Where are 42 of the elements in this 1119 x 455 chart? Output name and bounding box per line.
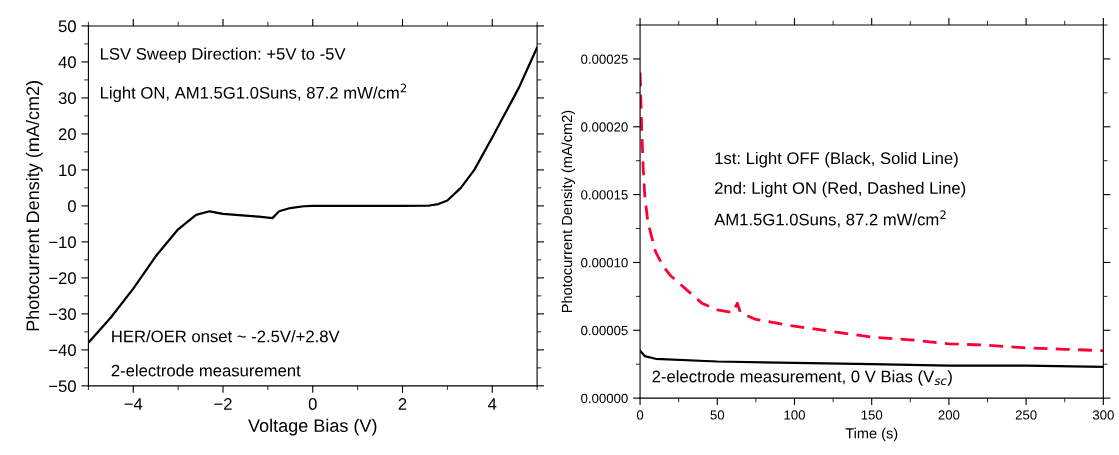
y-tick-label: −50 — [49, 380, 76, 393]
y-axis-title: Photocurrent Density (mA/cm2) — [25, 81, 43, 331]
x-tick-label: −2 — [214, 398, 232, 410]
x-tick-label: 2 — [398, 398, 407, 410]
y-tick-label: −40 — [49, 344, 76, 357]
y-tick-label: −10 — [49, 236, 76, 249]
annotation: AM1.5G1.0Suns, 87.2 mW/cm$^{2}$ — [714, 210, 946, 228]
annotation: 1st: Light OFF (Black, Solid Line) — [715, 151, 958, 168]
y-tick-label: 0.00010 — [581, 258, 628, 268]
annotation: Light ON, AM1.5G1.0Suns, 87.2 mW/cm$^{2}$ — [100, 83, 407, 103]
x-tick-label: 200 — [938, 410, 960, 420]
x-axis-title: Voltage Bias (V) — [248, 418, 377, 436]
y-tick-label: 50 — [58, 20, 76, 33]
x-tick-label: 300 — [1092, 410, 1114, 420]
annotation: 2-electrode measurement — [111, 364, 301, 377]
annotation: LSV Sweep Direction: +5V to -5V — [100, 47, 346, 64]
annotation: 2nd: Light ON (Red, Dashed Line) — [715, 181, 966, 198]
y-tick-label: 0 — [67, 200, 76, 213]
x-tick-label: 0 — [636, 410, 644, 420]
y-tick-label: 30 — [58, 92, 76, 105]
x-tick-label: −4 — [124, 398, 143, 410]
y-axis-title: Photocurrent Density (mA/cm2) — [561, 110, 576, 313]
y-tick-label: 0.00005 — [581, 325, 628, 336]
y-tick-label: 40 — [58, 56, 76, 69]
x-tick-label: 100 — [784, 410, 805, 420]
annotation: 2-electrode measurement, 0 V Bias (V$_{sc}$) — [652, 370, 952, 386]
y-tick-label: −30 — [49, 308, 76, 321]
x-axis-title: Time (s) — [845, 427, 898, 442]
x-tick-label: 4 — [488, 398, 497, 410]
line-series — [640, 71, 1104, 353]
y-tick-label: 0.00000 — [581, 393, 628, 404]
y-tick-label: 0.00025 — [581, 54, 628, 64]
x-tick-label: 50 — [710, 410, 725, 420]
y-tick-label: 10 — [59, 164, 76, 177]
x-tick-label: 150 — [861, 410, 883, 420]
y-tick-label: −20 — [49, 272, 76, 285]
x-tick-label: 0 — [308, 398, 317, 410]
x-tick-label: 250 — [1015, 410, 1037, 420]
y-tick-label: 0.00020 — [581, 122, 628, 132]
annotation: HER/OER onset ~ -2.5V/+2.8V — [112, 330, 340, 343]
y-tick-label: 20 — [58, 128, 76, 141]
y-tick-label: 0.00015 — [581, 190, 628, 200]
